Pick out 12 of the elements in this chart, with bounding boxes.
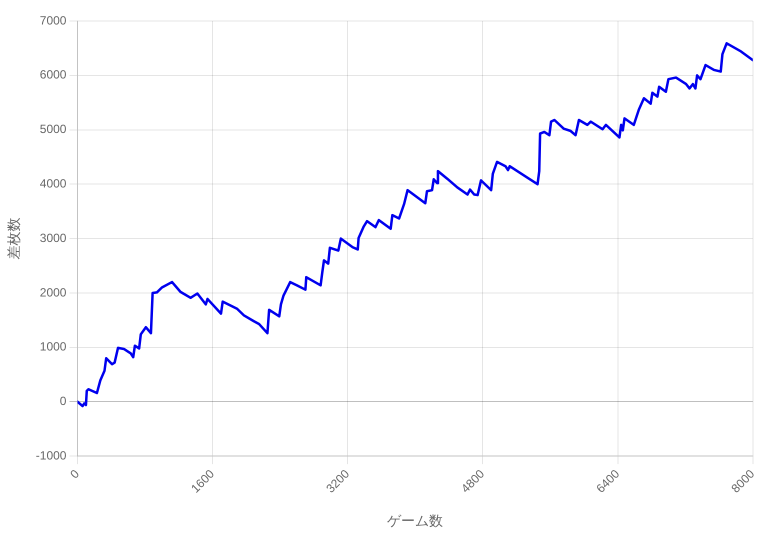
y-tick-label: 0 [60, 394, 67, 408]
x-tick-label: 0 [67, 466, 82, 482]
y-tick-label: 6000 [40, 68, 67, 82]
y-tick-label: 5000 [40, 122, 67, 136]
y-tick-label: 4000 [40, 176, 67, 190]
y-tick-label: 7000 [40, 13, 67, 28]
y-tick-label: 3000 [40, 230, 67, 245]
y-axis-title: 差枚数 [5, 218, 22, 260]
y-tick-label: -1000 [36, 448, 67, 462]
y-tick-label: 2000 [40, 285, 67, 300]
x-axis-title: ゲーム数 [387, 512, 444, 528]
y-tick-label: 1000 [40, 340, 67, 354]
